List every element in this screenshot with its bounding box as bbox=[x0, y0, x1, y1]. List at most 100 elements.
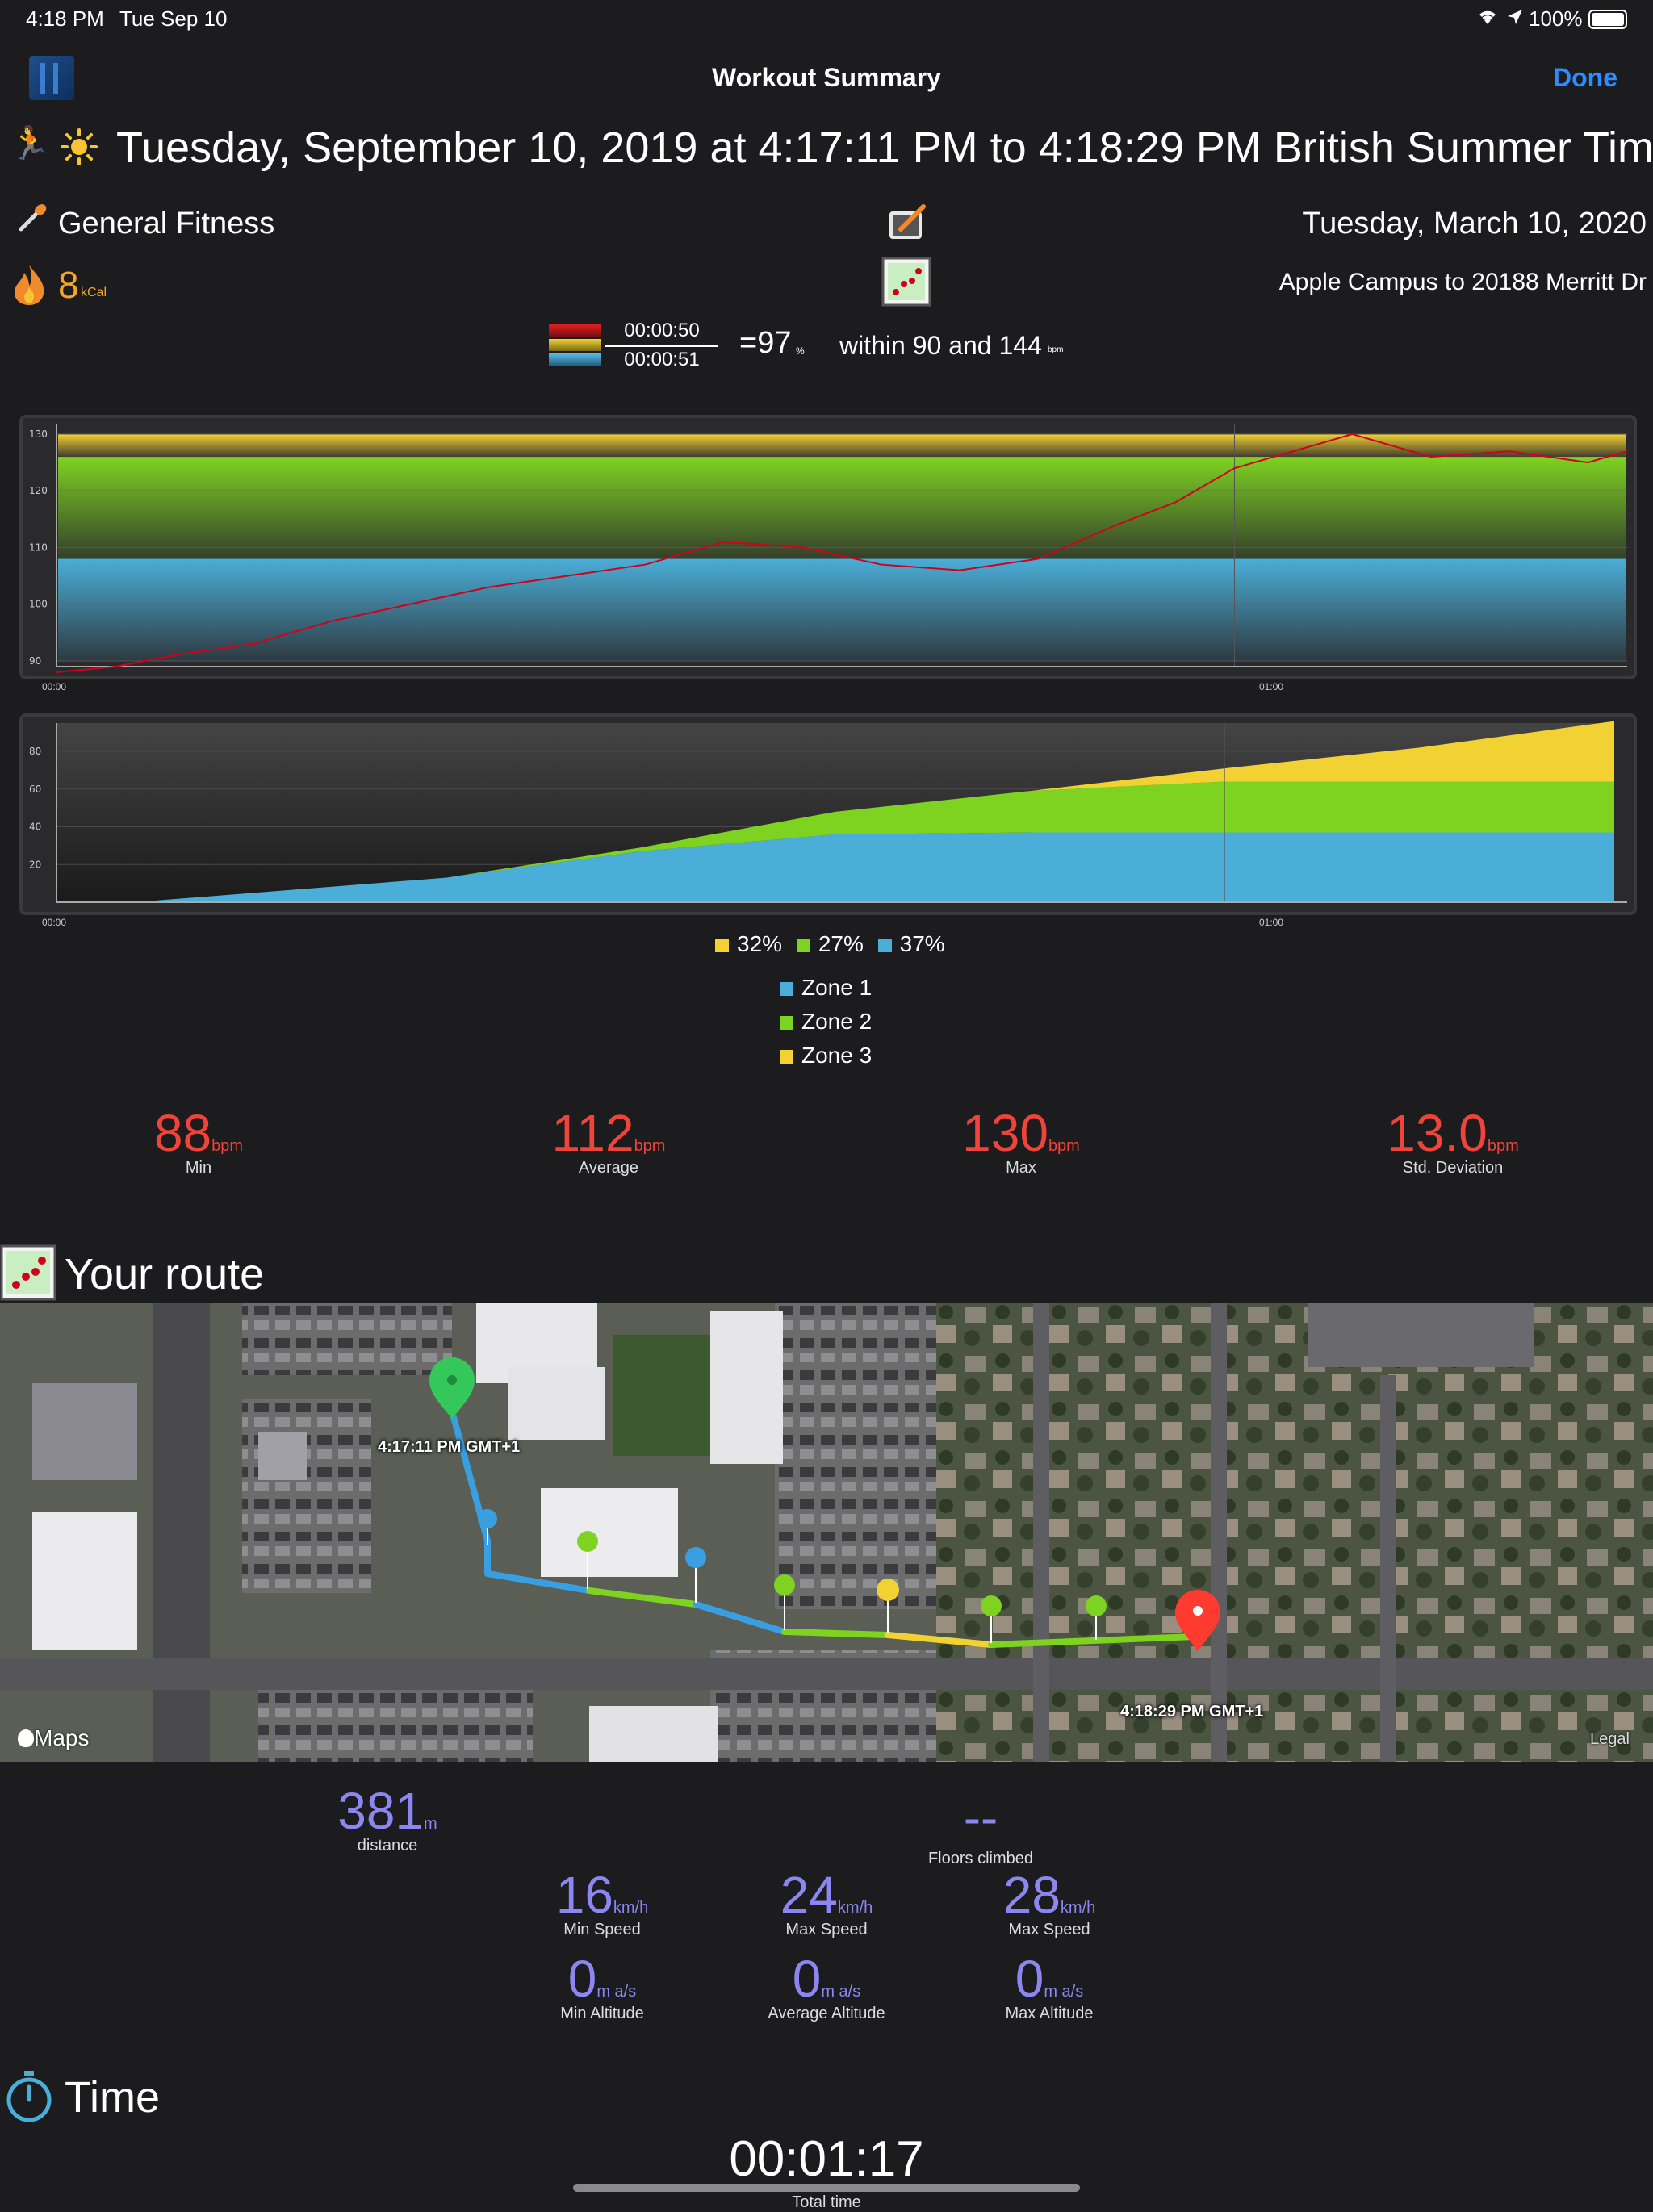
legal-link[interactable]: Legal bbox=[1590, 1730, 1630, 1748]
hr-stddev-stat: 13.0bpm Std. Deviation bbox=[1364, 1107, 1542, 1177]
hr-max-unit: bpm bbox=[1048, 1137, 1080, 1155]
hr-y-tick-label: 110 bbox=[29, 542, 48, 553]
time-total: 00:00:51 bbox=[624, 349, 700, 370]
distance-unit: m bbox=[424, 1815, 437, 1833]
hr-x-tick-label: 00:00 bbox=[42, 681, 67, 692]
hr-zone-band-zone1 bbox=[58, 558, 1626, 661]
distance-stat: 381m distance bbox=[307, 1785, 468, 1855]
hr-max-stat: 130bpm Max bbox=[936, 1107, 1106, 1177]
max-speed-value: 24 bbox=[780, 1866, 838, 1924]
route-map[interactable]: 4:17:11 PM GMT+1 4:18:29 PM GMT+1 Maps L… bbox=[0, 1303, 1653, 1762]
maps-label: Maps bbox=[34, 1725, 90, 1750]
legend-zone1-label: Zone 1 bbox=[801, 975, 873, 1000]
battery-percent: 100% bbox=[1529, 6, 1583, 31]
legend-zone3-swatch bbox=[780, 1050, 793, 1064]
zone2-percent: 27% bbox=[818, 931, 864, 956]
hr-average-unit: bpm bbox=[634, 1137, 666, 1155]
legend-zone3-label: Zone 3 bbox=[801, 1043, 873, 1068]
done-button[interactable]: Done bbox=[1553, 63, 1617, 92]
hr-min-label: Min bbox=[185, 1159, 212, 1177]
zone3-swatch bbox=[715, 939, 729, 953]
within-range: within 90 and 144 bbox=[839, 331, 1042, 360]
floors-value: -- bbox=[963, 1788, 998, 1846]
max-speed-unit: km/h bbox=[837, 1899, 873, 1917]
zone-percent: =97 bbox=[739, 326, 792, 360]
hr-zone-band-zone2 bbox=[58, 457, 1626, 559]
fraction-divider bbox=[605, 345, 718, 347]
running-icon: 🏃 bbox=[10, 126, 50, 161]
zone1-percent: 37% bbox=[899, 931, 945, 956]
hr-y-tick-label: 130 bbox=[29, 429, 48, 440]
zone2-swatch bbox=[796, 939, 810, 953]
home-indicator[interactable] bbox=[573, 2184, 1080, 2192]
zone-x-tick-label: 01:00 bbox=[1259, 917, 1284, 928]
battery-icon bbox=[1588, 10, 1627, 29]
app-thumbnail-icon[interactable] bbox=[29, 56, 74, 100]
hr-min-value: 88 bbox=[153, 1104, 212, 1162]
calories-value: 8 bbox=[58, 264, 79, 306]
max-altitude-unit: m a/s bbox=[1044, 1983, 1084, 2001]
legend-zone1: Zone 1 bbox=[780, 975, 872, 1001]
hr-max-value: 130 bbox=[962, 1104, 1048, 1162]
zone1-swatch bbox=[877, 939, 892, 953]
zone-y-tick-label: 60 bbox=[29, 784, 41, 795]
min-speed-unit: km/h bbox=[613, 1899, 649, 1917]
legend-zone1-swatch bbox=[780, 982, 793, 997]
legend-zone2: Zone 2 bbox=[780, 1009, 872, 1035]
hr-x-tick-label: 01:00 bbox=[1259, 681, 1284, 692]
hr-y-tick-label: 120 bbox=[29, 485, 48, 496]
min-speed-label: Min Speed bbox=[563, 1921, 641, 1938]
heart-rate-chart[interactable]: 90 100 110 120 130 bbox=[19, 415, 1637, 679]
activity-name: General Fitness bbox=[58, 207, 275, 240]
legend-zone2-swatch bbox=[780, 1016, 793, 1031]
calories-unit: kCal bbox=[81, 286, 107, 299]
hr-stddev-unit: bpm bbox=[1487, 1137, 1519, 1155]
route-end-label: 4:18:29 PM GMT+1 bbox=[1120, 1703, 1264, 1721]
flame-icon bbox=[8, 263, 50, 311]
route-start-label: 4:17:11 PM GMT+1 bbox=[378, 1438, 521, 1456]
max-speed-stat: 24km/h Max Speed bbox=[746, 1869, 907, 1939]
total-time-label: Total time bbox=[792, 2193, 861, 2211]
max-speed-2-unit: km/h bbox=[1060, 1899, 1096, 1917]
workout-title: Tuesday, September 10, 2019 at 4:17:11 P… bbox=[116, 123, 1653, 172]
max-speed-2-value: 28 bbox=[1002, 1866, 1061, 1924]
route-title: Your route bbox=[65, 1250, 265, 1298]
wifi-icon bbox=[1477, 8, 1496, 26]
maps-attribution[interactable]: Maps bbox=[18, 1725, 89, 1751]
within-range-unit: bpm bbox=[1048, 345, 1064, 354]
average-altitude-stat: 0m a/s Average Altitude bbox=[738, 1953, 915, 2023]
hr-stddev-label: Std. Deviation bbox=[1402, 1159, 1504, 1177]
route-map-icon[interactable] bbox=[881, 257, 931, 311]
status-date: Tue Sep 10 bbox=[119, 6, 228, 31]
stopwatch-icon bbox=[3, 2069, 55, 2128]
zone-stripes-icon bbox=[549, 324, 601, 366]
hr-average-label: Average bbox=[578, 1159, 639, 1177]
zone-accumulation-chart[interactable]: 20 40 60 80 bbox=[19, 713, 1637, 915]
hr-max-label: Max bbox=[1006, 1159, 1036, 1177]
total-time-value: 00:01:17 bbox=[729, 2131, 924, 2187]
average-altitude-unit: m a/s bbox=[821, 1983, 861, 2001]
max-speed-label: Max Speed bbox=[785, 1921, 868, 1938]
zone-y-tick-label: 20 bbox=[29, 859, 41, 870]
date-right: Tuesday, March 10, 2020 bbox=[1302, 207, 1647, 240]
min-speed-value: 16 bbox=[555, 1866, 613, 1924]
hr-min-unit: bpm bbox=[211, 1137, 244, 1155]
average-altitude-label: Average Altitude bbox=[768, 2005, 885, 2022]
hr-y-tick-label: 90 bbox=[29, 655, 41, 667]
time-section-title: Time bbox=[65, 2073, 160, 2122]
floors-label: Floors climbed bbox=[927, 1850, 1034, 1867]
max-altitude-value: 0 bbox=[1015, 1950, 1044, 2008]
hr-average-stat: 112bpm Average bbox=[528, 1107, 689, 1177]
hr-series-line bbox=[56, 433, 1628, 674]
zone3-percent: 32% bbox=[737, 931, 783, 956]
min-altitude-label: Min Altitude bbox=[560, 2005, 644, 2022]
activity-edit-icon[interactable] bbox=[886, 200, 931, 248]
location-arrow-icon bbox=[1506, 8, 1524, 30]
max-speed-2-label: Max Speed bbox=[1008, 1921, 1090, 1938]
zone-y-tick-label: 80 bbox=[29, 746, 41, 757]
time-in-zone: 00:00:50 bbox=[624, 320, 700, 341]
sun-icon bbox=[60, 128, 98, 170]
hr-stddev-value: 13.0 bbox=[1387, 1104, 1488, 1162]
hr-y-tick-label: 100 bbox=[29, 599, 48, 610]
min-altitude-stat: 0m a/s Min Altitude bbox=[521, 1953, 683, 2023]
